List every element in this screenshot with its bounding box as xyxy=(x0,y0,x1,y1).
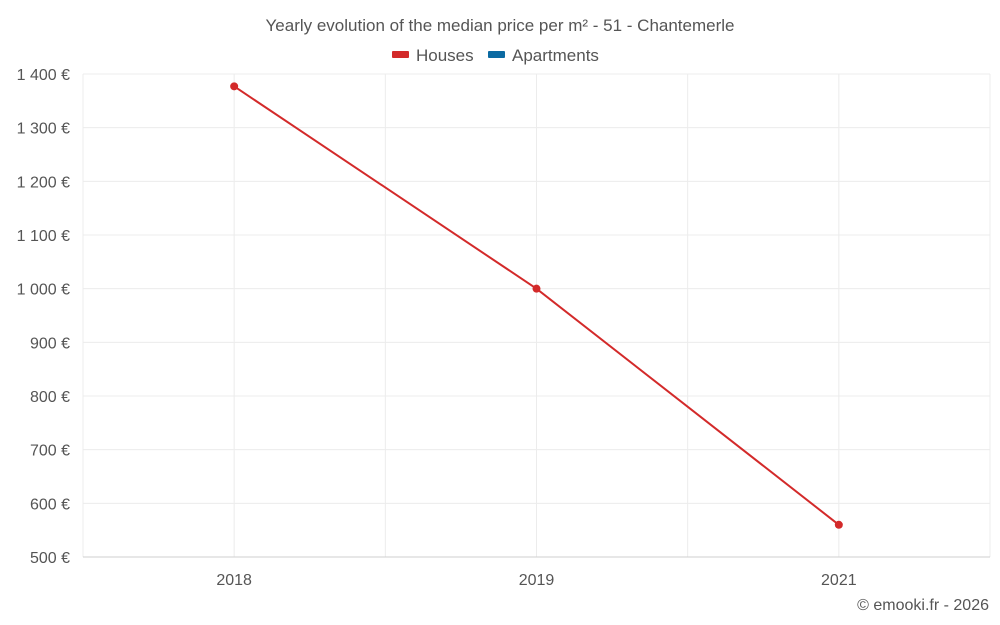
x-tick-label: 2021 xyxy=(821,572,857,589)
legend-label-apartments: Apartments xyxy=(512,46,599,65)
y-tick-label: 1 100 € xyxy=(17,228,70,245)
series-layer xyxy=(230,82,843,529)
y-tick-label: 800 € xyxy=(30,389,70,406)
x-tick-label: 2019 xyxy=(519,572,555,589)
chart-title: Yearly evolution of the median price per… xyxy=(266,16,735,35)
legend-swatch-apartments xyxy=(488,51,505,58)
data-point-houses[interactable] xyxy=(230,82,239,91)
data-point-houses[interactable] xyxy=(834,520,843,529)
y-tick-label: 1 000 € xyxy=(17,282,70,299)
legend-item-apartments[interactable]: Apartments xyxy=(488,46,599,65)
legend-swatch-houses xyxy=(392,51,409,58)
y-tick-label: 600 € xyxy=(30,496,70,513)
legend[interactable]: Houses Apartments xyxy=(392,46,599,65)
data-point-houses[interactable] xyxy=(532,284,541,293)
legend-label-houses: Houses xyxy=(416,46,474,65)
y-tick-label: 900 € xyxy=(30,335,70,352)
x-tick-label: 2018 xyxy=(216,572,252,589)
y-tick-label: 1 300 € xyxy=(17,121,70,138)
x-axis-ticks: 2018 2019 2021 xyxy=(216,572,856,589)
y-tick-label: 500 € xyxy=(30,550,70,567)
y-tick-label: 700 € xyxy=(30,443,70,460)
y-axis-ticks: 1 400 € 1 300 € 1 200 € 1 100 € 1 000 € 900 €… xyxy=(17,67,70,567)
x-gridlines xyxy=(82,74,991,557)
y-tick-label: 1 400 € xyxy=(17,67,70,84)
credit-text: © emooki.fr - 2026 xyxy=(857,597,989,614)
y-tick-label: 1 200 € xyxy=(17,174,70,191)
legend-item-houses[interactable]: Houses xyxy=(392,46,474,65)
